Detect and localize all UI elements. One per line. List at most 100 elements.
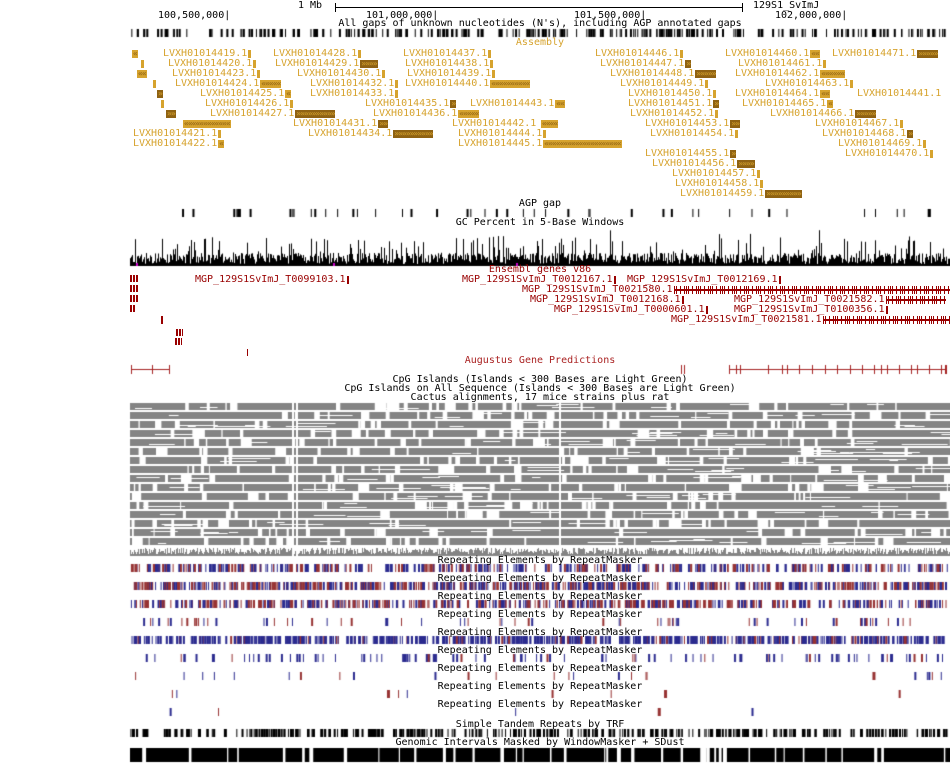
assembly-contig[interactable]: «««« bbox=[540, 119, 558, 128]
repeatmasker-track-2[interactable] bbox=[130, 582, 950, 591]
gene-fragment-glyph[interactable] bbox=[175, 338, 182, 345]
ensembl-transcript[interactable]: MGP_129S1SvImJ_T0021580.1 bbox=[522, 285, 950, 295]
assembly-contig[interactable] bbox=[152, 79, 156, 88]
assembly-contig[interactable]: LVXH01014455.1» bbox=[645, 149, 737, 159]
repeatmasker-track-4[interactable] bbox=[130, 618, 950, 627]
assembly-contig[interactable]: «««««««««««« bbox=[182, 119, 231, 128]
assembly-contig[interactable]: LVXH01014467.1 bbox=[815, 119, 904, 129]
gene-fragment-glyph[interactable] bbox=[176, 329, 183, 336]
trf-track[interactable] bbox=[130, 729, 950, 738]
assembly-contig[interactable]: LVXH01014453.1»» bbox=[645, 119, 740, 129]
cpg-islands-track[interactable] bbox=[130, 375, 950, 384]
ensembl-transcript[interactable]: MGP_129S1SvImJ_T0012169.1 bbox=[627, 275, 781, 285]
repeatmasker-track-3[interactable] bbox=[130, 600, 950, 609]
assembly-contig[interactable]: LVXH01014438.1 bbox=[405, 59, 494, 69]
assembly-contig[interactable] bbox=[140, 59, 144, 68]
assembly-contig[interactable]: « bbox=[131, 49, 138, 58]
assembly-contig[interactable]: LVXH01014450.1 bbox=[628, 89, 717, 99]
ensembl-transcript[interactable]: MGP_129S1SvImJ_T0100356.1 bbox=[734, 305, 888, 315]
assembly-contig[interactable]: LVXH01014427.1»»»»»»»»»» bbox=[210, 109, 335, 119]
assembly-contig[interactable]: LVXH01014432.1 bbox=[310, 79, 399, 89]
ensembl-transcript[interactable]: MGP_129S1SvImJ_T0021582.1 bbox=[734, 295, 946, 305]
assembly-contig[interactable]: LVXH01014444.1 bbox=[458, 129, 547, 139]
ensembl-transcript[interactable]: MGP_129S1SvImJ_T0021581.1 bbox=[671, 315, 950, 325]
assembly-contig[interactable]: LVXH01014448.1»»»»» bbox=[610, 69, 716, 79]
assembly-contig[interactable]: LVXH01014468.1» bbox=[822, 129, 914, 139]
repeatmasker-track-6[interactable] bbox=[130, 654, 950, 663]
assembly-contig[interactable]: LVXH01014464.1 «« bbox=[735, 89, 830, 99]
assembly-contig[interactable]: LVXH01014424.1 ««««« bbox=[175, 79, 281, 89]
assembly-contig[interactable]: LVXH01014471.1»»»»» bbox=[832, 49, 938, 59]
assembly-contig[interactable]: LVXH01014436.1 ««««« bbox=[373, 109, 479, 119]
assembly-contig[interactable]: LVXH01014443.1 «« bbox=[470, 99, 565, 109]
assembly-contig[interactable]: «« bbox=[136, 69, 147, 78]
gc-percent-track[interactable] bbox=[130, 228, 950, 266]
assembly-contig[interactable]: LVXH01014458.1 bbox=[675, 179, 764, 189]
ensembl-transcript[interactable] bbox=[160, 315, 163, 324]
assembly-contig[interactable]: LVXH01014426.1 bbox=[205, 99, 294, 109]
repeatmasker-track-1[interactable] bbox=[130, 564, 950, 573]
assembly-contig[interactable]: LVXH01014440.1 «««««««««« bbox=[405, 79, 530, 89]
assembly-contig[interactable]: LVXH01014420.1 bbox=[168, 59, 257, 69]
assembly-contig[interactable]: LVXH01014431.1»» bbox=[293, 119, 388, 129]
assembly-contig[interactable]: LVXH01014462.1 «««««« bbox=[735, 69, 846, 79]
assembly-contig[interactable]: LVXH01014447.1» bbox=[600, 59, 692, 69]
right-arrows-icon: »»»» bbox=[360, 58, 378, 68]
assembly-contig[interactable]: LVXH01014449.1 bbox=[620, 79, 709, 89]
repeatmasker-track-5[interactable] bbox=[130, 636, 950, 645]
cpg-islands-all-track[interactable] bbox=[130, 384, 950, 393]
ensembl-transcript[interactable]: MGP_129S1SvImJ_T0099103.1 bbox=[195, 275, 349, 285]
windowmasker-track[interactable] bbox=[130, 748, 950, 763]
ensembl-genes-track[interactable] bbox=[130, 274, 950, 354]
assembly-contig[interactable]: LVXH01014428.1 bbox=[273, 49, 362, 59]
assembly-contig[interactable]: » bbox=[156, 89, 163, 98]
assembly-contig[interactable]: LVXH01014423.1 bbox=[172, 69, 261, 79]
assembly-contig[interactable]: »» bbox=[165, 109, 176, 118]
assembly-contig[interactable]: LVXH01014466.1»»»»» bbox=[770, 109, 876, 119]
assembly-contig[interactable]: LVXH01014422.1 « bbox=[133, 139, 225, 149]
assembly-contig[interactable]: LVXH01014459.1»»»»»»»»» bbox=[680, 189, 802, 199]
assembly-contig[interactable]: LVXH01014434.1»»»»»»»»»» bbox=[308, 129, 433, 139]
agp-gap-track[interactable] bbox=[130, 209, 950, 218]
assembly-contig[interactable]: LVXH01014445.1 «««««««««««««««««««« bbox=[458, 139, 622, 149]
assembly-contig[interactable]: LVXH01014460.1 «« bbox=[725, 49, 820, 59]
gene-fragment-glyph[interactable] bbox=[130, 295, 138, 302]
assembly-contig[interactable]: LVXH01014454.1 bbox=[650, 129, 739, 139]
gene-fragment-glyph[interactable] bbox=[130, 275, 138, 282]
assembly-contig[interactable]: LVXH01014425.1 « bbox=[200, 89, 292, 99]
assembly-contig[interactable]: LVXH01014433.1 bbox=[310, 89, 399, 99]
ensembl-transcript[interactable]: MGP_129S1SvImJ_T0012167.1 bbox=[462, 275, 616, 285]
assembly-contig[interactable]: LVXH01014437.1 bbox=[403, 49, 492, 59]
assembly-contig[interactable]: LVXH01014452.1 bbox=[630, 109, 719, 119]
assembly-contig[interactable]: LVXH01014421.1 bbox=[133, 129, 222, 139]
assembly-contig[interactable]: LVXH01014430.1 bbox=[297, 69, 386, 79]
assembly-contig[interactable]: LVXH01014457.1 bbox=[672, 169, 761, 179]
assembly-contig[interactable]: LVXH01014446.1 bbox=[595, 49, 684, 59]
assembly-contig[interactable]: LVXH01014451.1» bbox=[628, 99, 720, 109]
assembly-contig[interactable]: LVXH01014435.1» bbox=[365, 99, 457, 109]
assembly-contig[interactable]: LVXH01014461.1 bbox=[738, 59, 827, 69]
assembly-contig[interactable]: LVXH01014465.1 « bbox=[742, 99, 834, 109]
assembly-track[interactable] bbox=[130, 48, 950, 198]
assembly-contig[interactable]: LVXH01014456.1»»»» bbox=[652, 159, 755, 169]
assembly-contig[interactable]: LVXH01014441.1 bbox=[857, 89, 941, 99]
assembly-contig[interactable] bbox=[160, 99, 164, 108]
gene-fragment-glyph[interactable] bbox=[247, 349, 248, 356]
assembly-contig[interactable]: LVXH01014469.1 bbox=[838, 139, 927, 149]
gene-fragment-glyph[interactable] bbox=[130, 285, 138, 292]
repeatmasker-track-9[interactable] bbox=[130, 708, 950, 717]
assembly-contig[interactable]: LVXH01014470.1 bbox=[845, 149, 934, 159]
cactus-alignment-track[interactable] bbox=[130, 403, 950, 556]
gene-fragment-glyph[interactable] bbox=[130, 305, 136, 312]
assembly-contig[interactable]: LVXH01014439.1 bbox=[407, 69, 496, 79]
assembly-contig[interactable]: LVXH01014463.1 bbox=[765, 79, 854, 89]
gaps-track[interactable] bbox=[130, 29, 950, 38]
assembly-contig[interactable]: LVXH01014429.1»»»» bbox=[275, 58, 378, 69]
repeatmasker-track-8[interactable] bbox=[130, 690, 950, 699]
augustus-track[interactable] bbox=[130, 365, 950, 374]
assembly-contig[interactable]: LVXH01014419.1 bbox=[163, 49, 252, 59]
repeatmasker-track-7[interactable] bbox=[130, 672, 950, 681]
assembly-contig[interactable]: LVXH01014442.1 bbox=[452, 119, 536, 129]
ensembl-transcript[interactable]: MGP_129S1SvImJ_T0000601.1 bbox=[554, 305, 708, 315]
ensembl-transcript[interactable]: MGP_129S1SvImJ_T0012168.1 bbox=[530, 295, 684, 305]
